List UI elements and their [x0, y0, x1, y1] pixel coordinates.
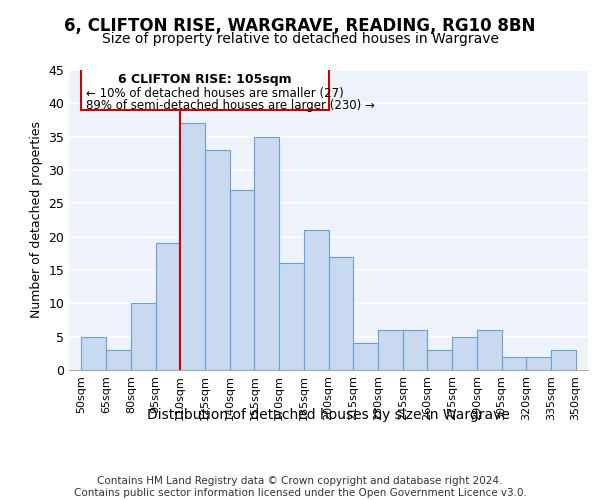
Bar	[106, 350, 131, 370]
Bar	[502, 356, 526, 370]
Bar	[304, 230, 329, 370]
Text: Distribution of detached houses by size in Wargrave: Distribution of detached houses by size …	[148, 408, 510, 422]
Bar	[353, 344, 378, 370]
Bar	[329, 256, 353, 370]
Bar	[526, 356, 551, 370]
Y-axis label: Number of detached properties: Number of detached properties	[30, 122, 43, 318]
Bar	[131, 304, 155, 370]
Bar	[155, 244, 180, 370]
Text: ← 10% of detached houses are smaller (27): ← 10% of detached houses are smaller (27…	[86, 86, 344, 100]
Text: 89% of semi-detached houses are larger (230) →: 89% of semi-detached houses are larger (…	[86, 98, 375, 112]
Bar	[378, 330, 403, 370]
FancyBboxPatch shape	[82, 66, 329, 110]
Bar	[477, 330, 502, 370]
Text: 6, CLIFTON RISE, WARGRAVE, READING, RG10 8BN: 6, CLIFTON RISE, WARGRAVE, READING, RG10…	[64, 18, 536, 36]
Bar	[279, 264, 304, 370]
Bar	[403, 330, 427, 370]
Bar	[427, 350, 452, 370]
Text: Contains HM Land Registry data © Crown copyright and database right 2024.
Contai: Contains HM Land Registry data © Crown c…	[74, 476, 526, 498]
Bar	[254, 136, 279, 370]
Bar	[180, 124, 205, 370]
Bar	[82, 336, 106, 370]
Bar	[230, 190, 254, 370]
Bar	[205, 150, 230, 370]
Text: Size of property relative to detached houses in Wargrave: Size of property relative to detached ho…	[101, 32, 499, 46]
Bar	[452, 336, 477, 370]
Text: 6 CLIFTON RISE: 105sqm: 6 CLIFTON RISE: 105sqm	[118, 74, 292, 86]
Bar	[551, 350, 575, 370]
